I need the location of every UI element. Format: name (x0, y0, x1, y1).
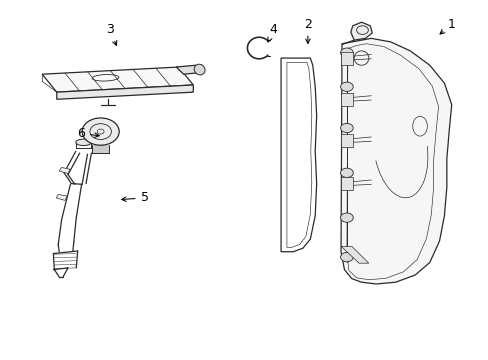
Text: 2: 2 (304, 18, 311, 43)
Polygon shape (59, 167, 70, 174)
Circle shape (340, 252, 352, 262)
Ellipse shape (76, 139, 91, 145)
Circle shape (340, 213, 352, 222)
Text: 1: 1 (439, 18, 455, 34)
Polygon shape (42, 67, 193, 92)
Polygon shape (340, 246, 368, 263)
Polygon shape (350, 22, 371, 40)
Circle shape (340, 82, 352, 91)
Circle shape (340, 123, 352, 133)
Polygon shape (56, 194, 67, 201)
Text: 3: 3 (106, 23, 117, 45)
Bar (340, 134, 352, 147)
Text: 4: 4 (267, 23, 277, 42)
Circle shape (340, 168, 352, 177)
Ellipse shape (194, 64, 204, 75)
Bar (340, 177, 352, 190)
Polygon shape (340, 39, 451, 284)
Circle shape (340, 48, 352, 57)
Polygon shape (176, 65, 203, 74)
Bar (340, 93, 352, 106)
Text: 6: 6 (77, 127, 99, 140)
Text: 5: 5 (122, 192, 148, 204)
Polygon shape (57, 85, 193, 99)
Bar (340, 51, 352, 64)
Circle shape (82, 118, 119, 145)
